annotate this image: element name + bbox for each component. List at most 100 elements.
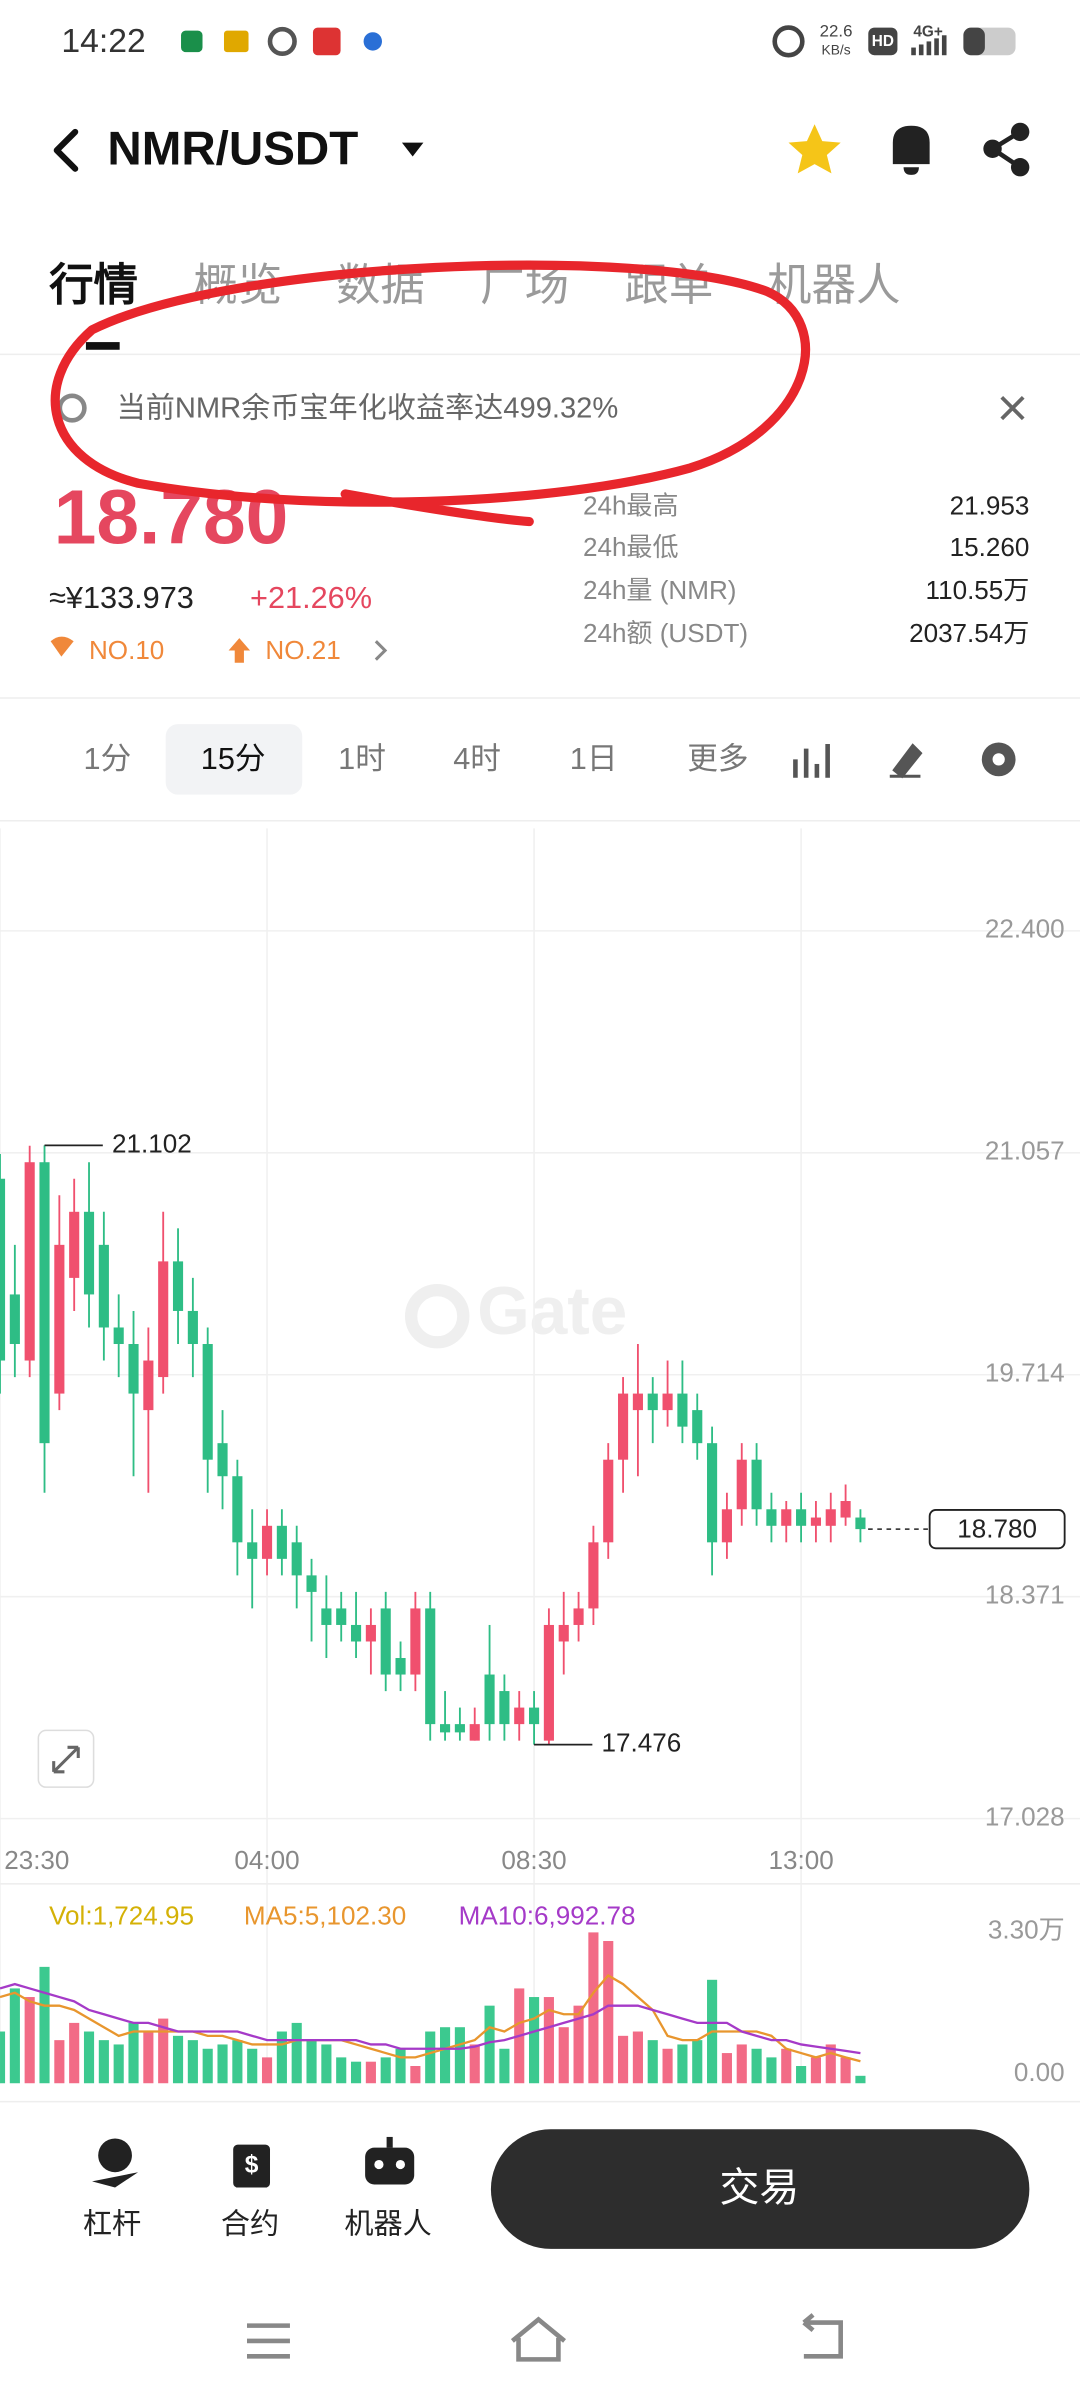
share-button[interactable]	[983, 122, 1030, 177]
gain-rank[interactable]: NO.21	[265, 635, 340, 665]
candle-body	[618, 1393, 629, 1460]
legend-value: 5,102.30	[305, 1900, 406, 1930]
settings-button[interactable]	[981, 742, 1016, 777]
status-time: 14:22	[61, 22, 145, 60]
y-tick-label: 18.371	[985, 1580, 1065, 1610]
interval[interactable]: 4时	[453, 741, 501, 776]
draw-button[interactable]	[889, 743, 923, 779]
interval[interactable]: 1时	[338, 741, 386, 776]
candle-body	[276, 1525, 287, 1559]
price-plot	[0, 1145, 866, 1745]
nav-home[interactable]	[510, 2316, 567, 2362]
volume-plot	[0, 1932, 866, 2084]
alert-button[interactable]	[892, 125, 930, 175]
nav-menu[interactable]	[246, 2323, 290, 2359]
volume-bar	[321, 2044, 332, 2084]
candle-body	[543, 1624, 554, 1741]
pair-title[interactable]: NMR/USDT	[107, 122, 358, 175]
back-button[interactable]	[53, 128, 79, 172]
volume-bar	[0, 2031, 6, 2084]
candle-body	[24, 1162, 35, 1361]
volume-bar	[9, 1988, 20, 2084]
candle-body	[573, 1608, 584, 1625]
notification-icon	[181, 30, 203, 53]
volume-bar	[276, 2031, 287, 2084]
volume-bar	[54, 2040, 65, 2084]
legend-name: Vol	[49, 1900, 85, 1930]
volume-bar	[113, 2044, 124, 2084]
favorite-button[interactable]	[788, 124, 841, 174]
volume-bar	[529, 1997, 540, 2084]
interval[interactable]: 15分	[201, 741, 266, 776]
rank-more[interactable]	[374, 640, 388, 661]
candle-body	[558, 1624, 569, 1642]
pair-dropdown[interactable]	[401, 142, 424, 157]
stat-value: 21.953	[950, 491, 1030, 521]
expand-button[interactable]	[37, 1729, 95, 1788]
battery-level	[963, 27, 985, 56]
stat-value: 2037.54万	[909, 618, 1029, 648]
candle-body	[350, 1624, 362, 1642]
volume-bar	[751, 2048, 762, 2084]
volume-bar	[825, 2044, 836, 2084]
futures-button[interactable]: $ 合约	[221, 2144, 279, 2241]
y-tick-label: 22.400	[985, 914, 1065, 944]
volume-bar	[425, 2031, 436, 2084]
y-tick-label: 21.057	[985, 1136, 1065, 1166]
candle-body	[187, 1310, 198, 1345]
volume-bar	[202, 2048, 213, 2084]
volume-bar	[217, 2044, 228, 2084]
svg-text:$: $	[245, 2152, 259, 2179]
hot-rank[interactable]: NO.10	[89, 635, 164, 665]
hd-badge	[868, 27, 898, 56]
bot-button[interactable]: 机器人	[344, 2136, 432, 2241]
candle-body	[69, 1211, 80, 1278]
hd-label: HD	[872, 33, 894, 50]
candle-body	[840, 1501, 851, 1518]
interval[interactable]: 更多	[687, 741, 748, 776]
leverage-button[interactable]: 杠杆	[83, 2138, 141, 2241]
volume-bar	[83, 2031, 95, 2084]
volume-bar	[588, 1932, 599, 2084]
volume-bar	[484, 2005, 495, 2084]
candle-body	[261, 1525, 273, 1559]
volume-bar	[291, 2022, 302, 2084]
price-change: +21.26%	[250, 580, 372, 615]
candle-body	[751, 1459, 762, 1510]
candle-body	[677, 1393, 688, 1427]
watermark: Gate	[477, 1274, 627, 1349]
candle-body	[499, 1691, 510, 1725]
volume-overlay: 0.00 3.30万	[988, 1915, 1065, 2087]
volume-bar	[632, 2031, 643, 2084]
volume-bar	[380, 2057, 391, 2084]
volume-bar	[810, 2057, 821, 2084]
indicator-button[interactable]	[793, 744, 830, 778]
trade-label: 交易	[719, 2166, 799, 2210]
candle-body	[39, 1162, 50, 1444]
banner-text[interactable]: 当前NMR余币宝年化收益率达499.32%	[117, 391, 619, 424]
price-overlay: 17.028 18.371 19.714 21.057 22.400 23:30 04:00…	[4, 914, 1066, 1875]
interval[interactable]: 1分	[84, 741, 132, 776]
notification-icon	[363, 32, 382, 51]
volume-bar	[692, 2040, 703, 2084]
candle-body	[0, 1178, 6, 1361]
interval[interactable]: 1日	[570, 741, 618, 776]
nav-back[interactable]	[802, 2313, 843, 2359]
candle-body	[247, 1542, 258, 1559]
stats: 24h最高 21.953 24h最低 15.260 24h量 (NMR) 110…	[583, 491, 1029, 648]
tab[interactable]: 行情	[49, 261, 138, 310]
candle-body	[113, 1327, 124, 1345]
trade-button[interactable]	[490, 2129, 1030, 2249]
stat-label: 24h量 (NMR)	[583, 575, 737, 605]
candle-body	[9, 1294, 20, 1345]
banner-close[interactable]	[1000, 395, 1025, 421]
x-tick-label: 13:00	[768, 1845, 833, 1875]
candle-body	[395, 1658, 406, 1675]
candle-body	[484, 1674, 495, 1725]
candle-body	[647, 1393, 658, 1411]
candle-body	[454, 1724, 465, 1733]
candle-body	[439, 1724, 451, 1733]
stat-value: 15.260	[950, 532, 1030, 562]
